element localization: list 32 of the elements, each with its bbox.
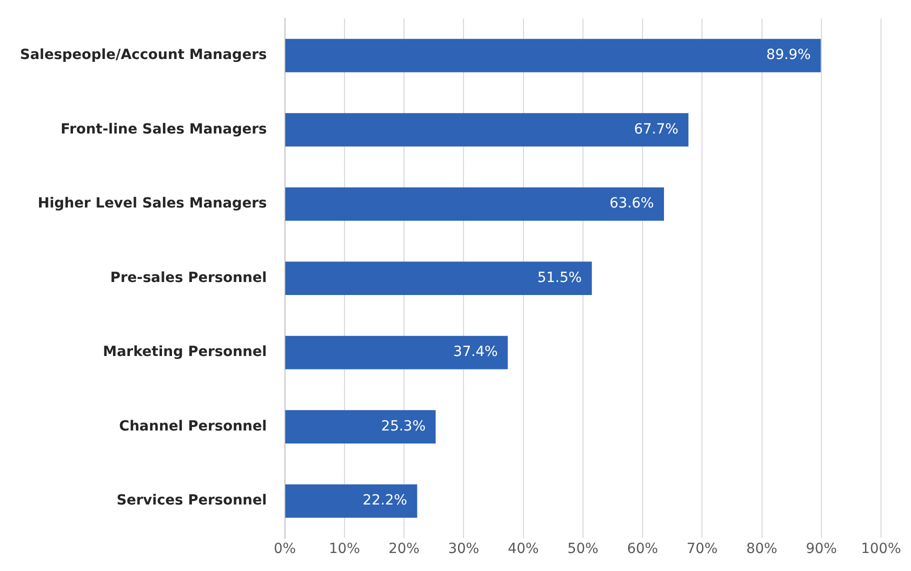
data-label: 89.9% [766, 47, 811, 64]
x-tick-label: 80% [746, 541, 778, 558]
x-tick-label: 40% [508, 541, 539, 558]
y-tick-label: Services Personnel [116, 492, 267, 509]
y-tick-label: Front-line Sales Managers [60, 121, 267, 138]
bar [285, 336, 508, 370]
bar [285, 38, 821, 72]
bar [285, 113, 688, 146]
data-label: 63.6% [610, 196, 654, 212]
bar [285, 187, 664, 221]
data-label: 51.5% [537, 270, 582, 286]
data-label: 25.3% [381, 418, 426, 434]
y-tick-label: Salespeople/Account Managers [20, 47, 267, 64]
x-tick-label: 90% [806, 541, 837, 558]
bar [285, 484, 418, 518]
x-tick-label: 60% [626, 541, 658, 558]
data-label: 22.2% [362, 492, 408, 509]
x-tick-label: 10% [328, 541, 360, 558]
y-tick-label: Higher Level Sales Managers [38, 196, 267, 212]
y-tick-label: Marketing Personnel [102, 344, 267, 360]
x-tick-label: 30% [448, 541, 480, 558]
x-tick-label: 0% [274, 541, 296, 558]
x-tick-label: 20% [388, 541, 420, 558]
bar [285, 262, 592, 296]
x-tick-label: 100% [860, 541, 902, 558]
x-tick-label: 70% [686, 541, 718, 558]
bar [285, 410, 436, 444]
y-tick-label: Pre-sales Personnel [110, 270, 267, 286]
x-tick-label: 50% [567, 541, 598, 558]
data-label: 37.4% [453, 344, 498, 360]
y-tick-label: Channel Personnel [119, 418, 267, 434]
data-label: 67.7% [634, 121, 678, 138]
